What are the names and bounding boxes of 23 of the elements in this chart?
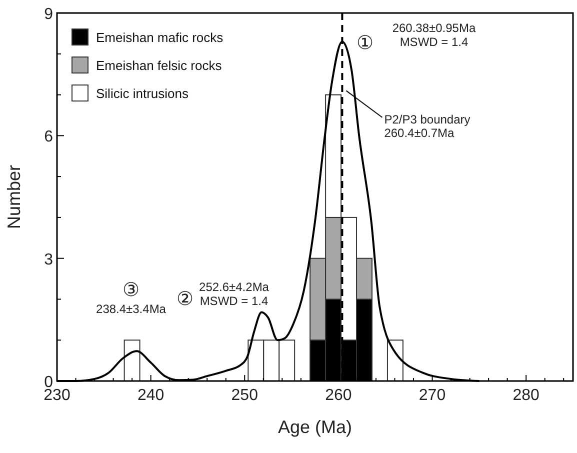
y-axis-title: Number — [4, 164, 24, 230]
y-tick-label: 6 — [44, 128, 54, 146]
annotation: ③ — [122, 280, 140, 301]
x-tick-label: 270 — [418, 387, 446, 404]
y-tick-label: 9 — [44, 6, 54, 23]
x-tick-label: 240 — [137, 387, 164, 404]
ref-line-label: P2/P3 boundary 260.4±0.7Ma — [384, 112, 470, 140]
annotation: 238.4±3.4Ma — [96, 302, 166, 316]
bar — [386, 340, 404, 382]
x-axis-title: Age (Ma) — [278, 417, 352, 437]
annotation: 252.6±4.2Ma MSWD = 1.4 — [199, 280, 270, 308]
bar — [124, 340, 140, 382]
legend-label: Silicic intrusions — [96, 86, 189, 101]
annotation: 260.38±0.95Ma MSWD = 1.4 — [392, 21, 476, 49]
legend-label: Emeishan felsic rocks — [96, 58, 222, 73]
legend-label: Emeishan mafic rocks — [96, 30, 224, 45]
y-tick-label: 3 — [44, 251, 54, 268]
x-tick-label: 260 — [325, 387, 352, 404]
x-tick-label: 250 — [231, 387, 258, 404]
x-tick-label: 280 — [512, 387, 540, 404]
annotation: ① — [356, 33, 374, 54]
annotation: ② — [176, 289, 194, 310]
x-tick-label: 230 — [44, 387, 70, 404]
